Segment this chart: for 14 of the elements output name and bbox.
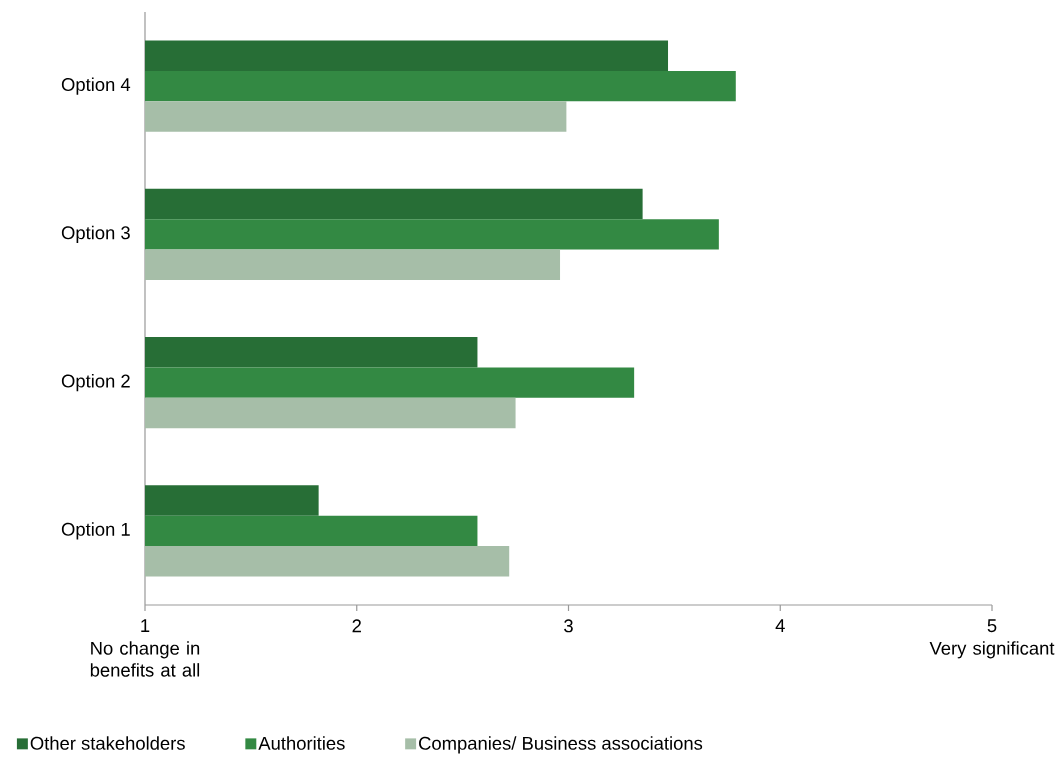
legend-label: Authorities — [258, 736, 345, 750]
legend-label: Companies/ Business associations — [419, 736, 703, 754]
x-tick-label: 2 — [352, 619, 361, 633]
y-tick-label: Option 4 — [61, 77, 131, 95]
x-tick-label: 3 — [564, 619, 573, 633]
x-tick-label: 4 — [775, 619, 785, 632]
x-tick-label: 1 — [141, 619, 150, 632]
y-tick-label: Option 2 — [61, 374, 130, 392]
text: Very significant — [929, 641, 1055, 659]
x-tick-label: 5 — [987, 619, 997, 633]
y-tick-label: Option 3 — [61, 225, 130, 243]
text: No change in benefits at all — [90, 641, 200, 677]
y-tick-label: Option 1 — [61, 522, 130, 540]
legend-label: Other stakeholders — [30, 736, 185, 750]
